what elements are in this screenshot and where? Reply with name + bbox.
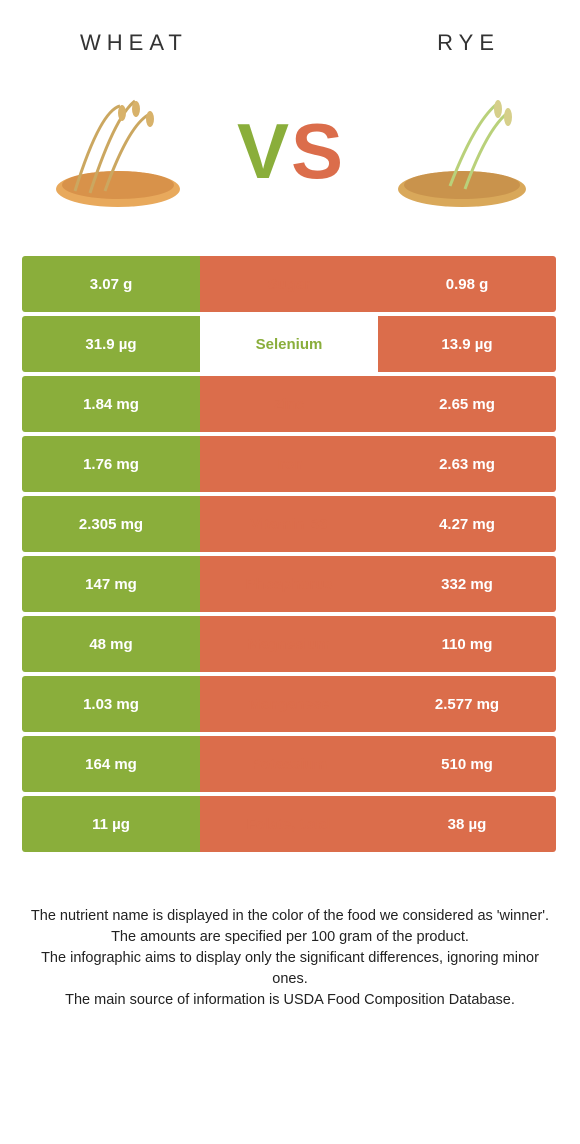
nutrient-label: Potassium [200, 736, 378, 792]
title-right: RYE [437, 30, 500, 56]
table-row: 11 µgFolate, total38 µg [22, 796, 558, 852]
value-left: 2.305 mg [22, 496, 200, 552]
value-left: 3.07 g [22, 256, 200, 312]
table-row: 1.76 mgIron2.63 mg [22, 436, 558, 492]
value-left: 1.76 mg [22, 436, 200, 492]
table-row: 31.9 µgSelenium13.9 µg [22, 316, 558, 372]
value-right: 0.98 g [378, 256, 556, 312]
value-left: 147 mg [22, 556, 200, 612]
value-right: 38 µg [378, 796, 556, 852]
table-row: 1.84 mgZinc2.65 mg [22, 376, 558, 432]
value-right: 110 mg [378, 616, 556, 672]
value-right: 2.63 mg [378, 436, 556, 492]
value-left: 1.84 mg [22, 376, 200, 432]
nutrient-label: Folate, total [200, 796, 378, 852]
wheat-illustration [40, 91, 200, 211]
table-row: 164 mgPotassium510 mg [22, 736, 558, 792]
nutrient-label: Sugar [200, 256, 378, 312]
nutrient-table: 3.07 gSugar0.98 g31.9 µgSelenium13.9 µg1… [0, 256, 580, 852]
nutrient-label: Selenium [200, 316, 378, 372]
value-right: 2.577 mg [378, 676, 556, 732]
value-left: 164 mg [22, 736, 200, 792]
value-left: 31.9 µg [22, 316, 200, 372]
rye-illustration [380, 91, 540, 211]
title-left: WHEAT [80, 30, 188, 56]
vs-letter-s: S [291, 112, 343, 190]
value-left: 48 mg [22, 616, 200, 672]
nutrient-label: Iron [200, 436, 378, 492]
value-right: 13.9 µg [378, 316, 556, 372]
vs-label: V S [237, 112, 343, 190]
nutrient-label: Magnesium [200, 616, 378, 672]
table-row: 1.03 mgManganese2.577 mg [22, 676, 558, 732]
value-right: 332 mg [378, 556, 556, 612]
value-right: 4.27 mg [378, 496, 556, 552]
footer-notes: The nutrient name is displayed in the co… [0, 856, 580, 1011]
footer-line: The main source of information is USDA F… [30, 990, 550, 1011]
table-row: 2.305 mgVitamin B34.27 mg [22, 496, 558, 552]
nutrient-label: Phosphorus [200, 556, 378, 612]
nutrient-label: Zinc [200, 376, 378, 432]
footer-line: The amounts are specified per 100 gram o… [30, 927, 550, 948]
header-titles: WHEAT RYE [0, 0, 580, 66]
nutrient-label: Manganese [200, 676, 378, 732]
table-row: 147 mgPhosphorus332 mg [22, 556, 558, 612]
footer-line: The nutrient name is displayed in the co… [30, 906, 550, 927]
vs-letter-v: V [237, 112, 289, 190]
table-row: 48 mgMagnesium110 mg [22, 616, 558, 672]
value-left: 11 µg [22, 796, 200, 852]
footer-line: The infographic aims to display only the… [30, 948, 550, 990]
table-row: 3.07 gSugar0.98 g [22, 256, 558, 312]
value-left: 1.03 mg [22, 676, 200, 732]
value-right: 510 mg [378, 736, 556, 792]
nutrient-label: Vitamin B3 [200, 496, 378, 552]
value-right: 2.65 mg [378, 376, 556, 432]
hero-row: V S [0, 66, 580, 256]
